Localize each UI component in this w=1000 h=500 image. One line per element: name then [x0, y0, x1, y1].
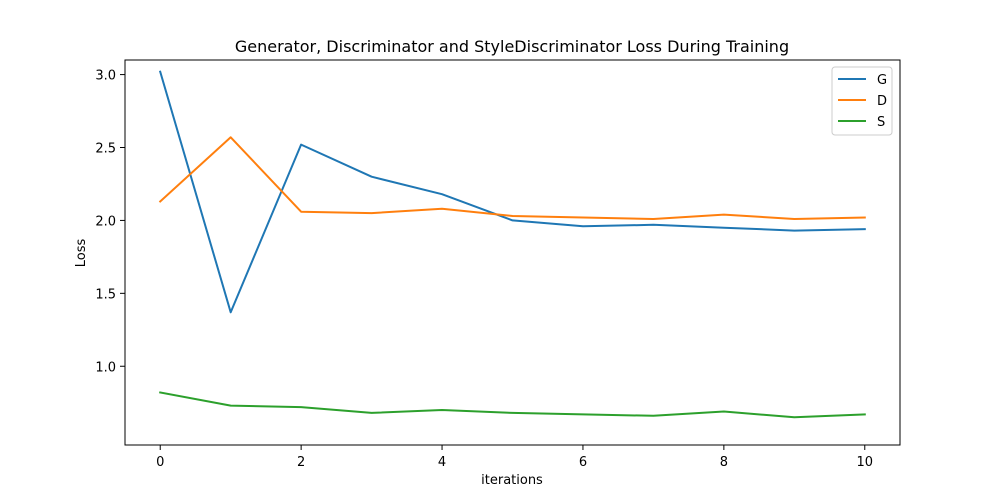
- y-axis-ticks: 1.0 1.5 2.0 2.5 3.0: [95, 69, 125, 375]
- legend-label-S: S: [877, 115, 885, 130]
- series-lines: [158, 70, 866, 419]
- series-line-S: [159, 391, 866, 419]
- chart-title: Generator, Discriminator and StyleDiscri…: [235, 37, 789, 56]
- series-line-G: [158, 70, 866, 314]
- x-tick-label: 0: [156, 455, 164, 470]
- y-tick-label: 1.0: [95, 360, 116, 375]
- x-axis-label: iterations: [481, 473, 543, 488]
- legend-label-G: G: [877, 73, 887, 88]
- series-line-D: [158, 136, 866, 220]
- x-tick-label: 6: [579, 455, 587, 470]
- y-tick-label: 2.5: [95, 142, 116, 157]
- y-tick-label: 3.0: [95, 69, 116, 84]
- x-axis-ticks: 0 2 4 6 8 10: [156, 445, 873, 470]
- legend-label-D: D: [877, 94, 887, 109]
- y-axis-label: Loss: [74, 239, 89, 268]
- x-tick-label: 2: [297, 455, 305, 470]
- legend: GDS: [831, 66, 893, 136]
- x-tick-label: 8: [720, 455, 728, 470]
- y-tick-label: 1.5: [95, 287, 116, 302]
- plot-frame: [124, 59, 901, 446]
- x-tick-label: 10: [856, 455, 873, 470]
- y-tick-label: 2.0: [95, 214, 116, 229]
- x-tick-label: 4: [438, 455, 446, 470]
